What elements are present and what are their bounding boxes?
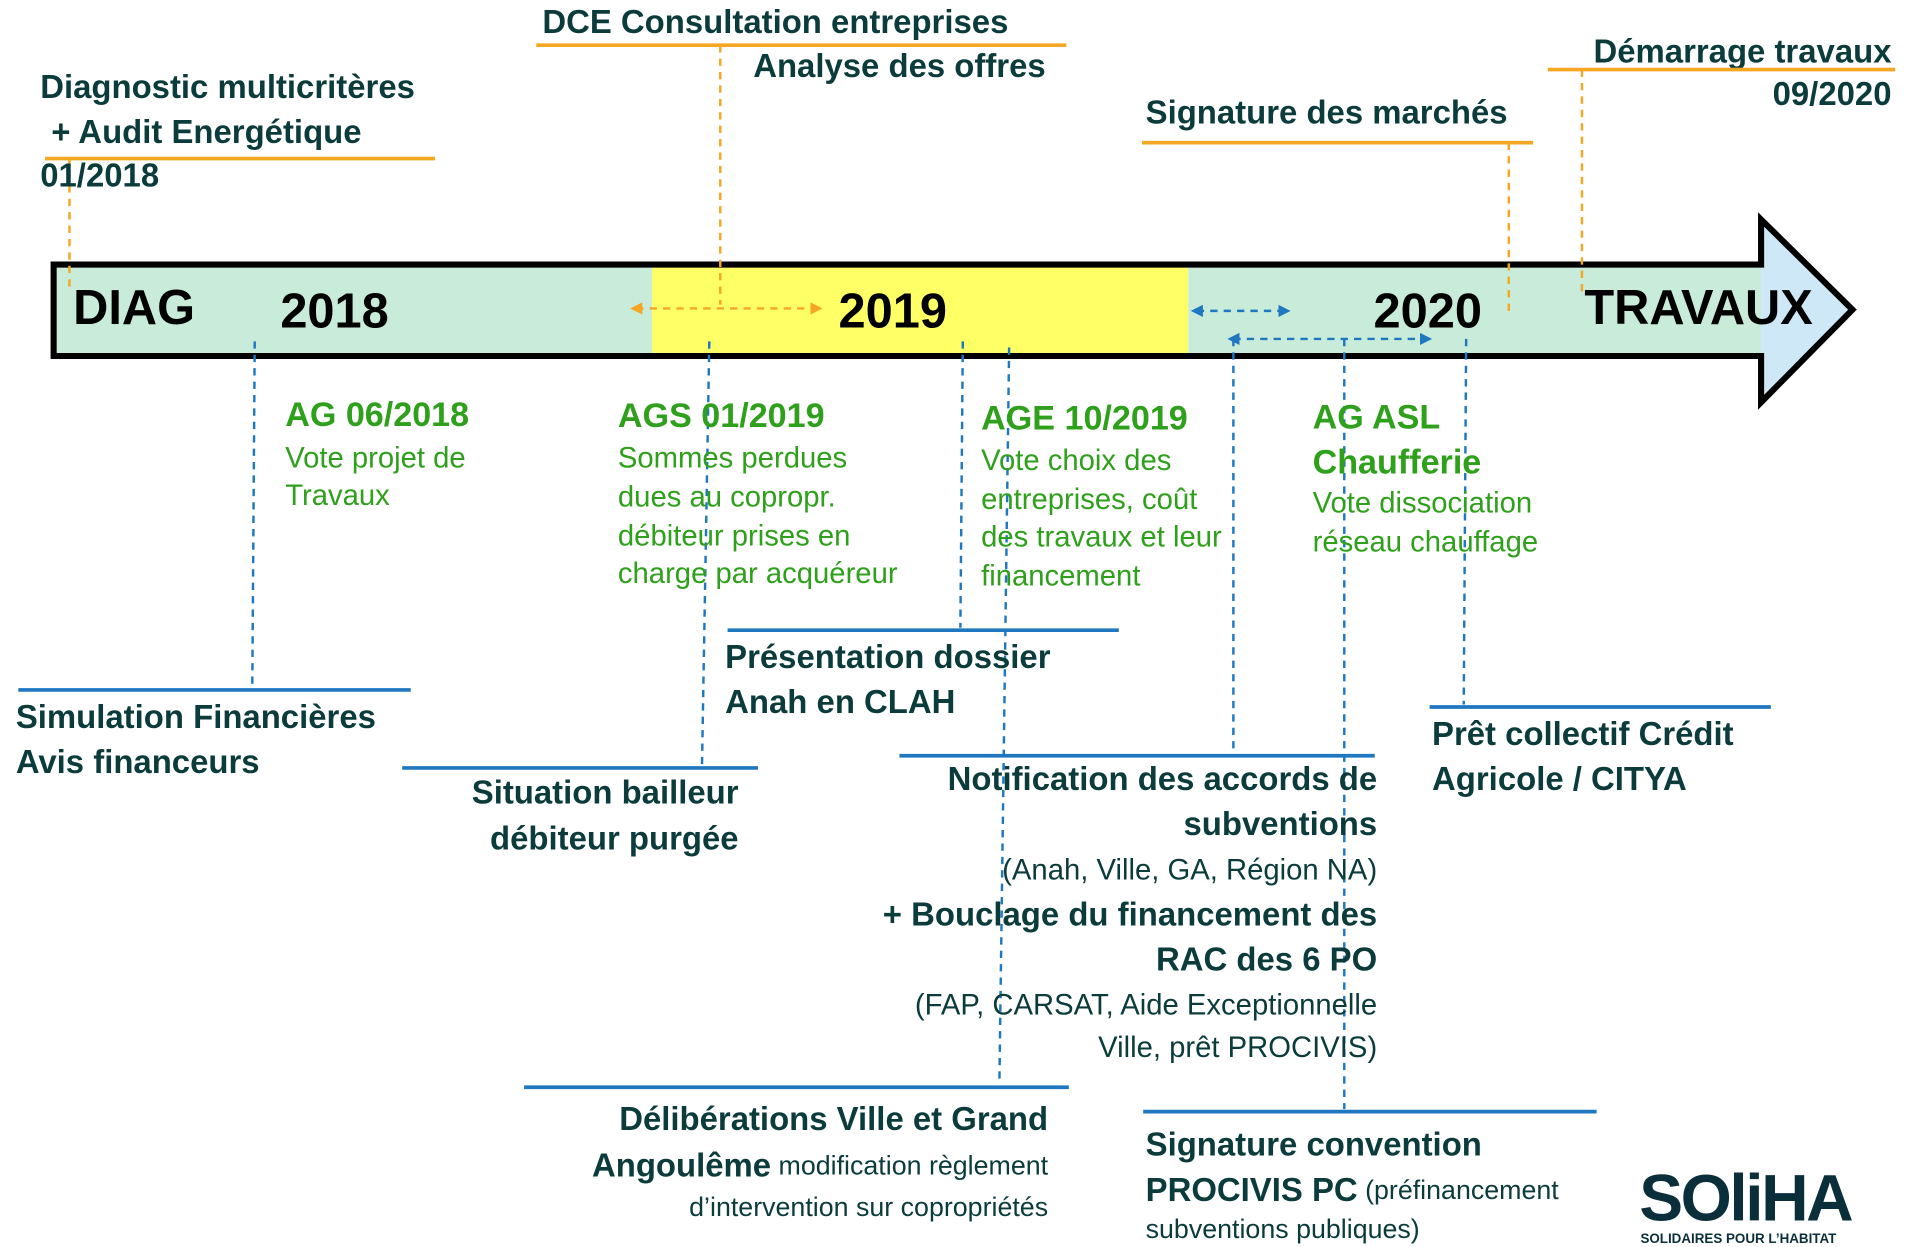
- assembly-text: des travaux et leur: [981, 522, 1222, 554]
- assembly-title: Chaufferie: [1313, 443, 1482, 481]
- phase-label: DIAG: [73, 281, 195, 335]
- step-text: Anah en CLAH: [725, 683, 955, 720]
- milestone-date: 09/2020: [1773, 75, 1892, 112]
- step-detail: subventions publiques): [1146, 1214, 1420, 1244]
- step-detail: (Anah, Ville, GA, Région NA): [1002, 854, 1377, 886]
- logo-tagline: SOLIDAIRES POUR L’HABITAT: [1640, 1231, 1837, 1246]
- connector: [998, 347, 1011, 1085]
- step-text: Délibérations Ville et Grand: [619, 1100, 1048, 1137]
- arrow-head-bg: [1761, 219, 1853, 403]
- step-detail: modification règlement: [771, 1151, 1049, 1181]
- step-detail: d’intervention sur copropriétés: [689, 1192, 1048, 1222]
- step-text: Présentation dossier: [725, 638, 1051, 675]
- assembly-text: charge par acquéreur: [618, 558, 898, 590]
- step-text: + Bouclage du financement des: [883, 895, 1377, 932]
- assembly-text: Vote choix des: [981, 445, 1171, 477]
- phase-label: 2020: [1374, 284, 1482, 338]
- connector: [251, 341, 256, 689]
- step-text: RAC des 6 PO: [1156, 940, 1377, 977]
- milestone-text: Analyse des offres: [753, 47, 1045, 84]
- step-text: Simulation Financières: [16, 698, 376, 735]
- step-text: Agricole / CITYA: [1432, 760, 1687, 797]
- connector: [1462, 338, 1468, 705]
- logo: SOliHA: [1639, 1160, 1852, 1234]
- connectors: [68, 45, 1584, 1110]
- step-text: Avis financeurs: [16, 743, 260, 780]
- phase-label: 2018: [280, 284, 388, 338]
- assembly-text: dues au copropr.: [618, 481, 836, 513]
- phase-label: TRAVAUX: [1584, 281, 1813, 335]
- assembly-text: entreprises, coût: [981, 484, 1197, 516]
- step-text: Notification des accords de: [948, 760, 1378, 797]
- step-text: Situation bailleur: [472, 773, 739, 810]
- assembly-text: débiteur prises en: [618, 520, 851, 552]
- step-text: subventions: [1183, 805, 1377, 842]
- assembly-text: Vote dissociation: [1313, 487, 1533, 519]
- assembly-title: AG 06/2018: [285, 396, 469, 434]
- phase-bg: [53, 264, 653, 356]
- assembly-text: Travaux: [285, 480, 390, 512]
- milestone-date: 01/2018: [40, 157, 159, 194]
- step-bold: Angoulême: [592, 1146, 771, 1183]
- assembly-title: AG ASL: [1313, 398, 1441, 436]
- connector: [700, 341, 711, 766]
- milestone-text: Signature des marchés: [1146, 93, 1508, 130]
- assembly-title: AGE 10/2019: [981, 400, 1188, 438]
- step-text: PROCIVIS PC (préfinancement: [1146, 1171, 1560, 1208]
- assembly-text: Vote projet de: [285, 442, 466, 474]
- step-text: Prêt collectif Crédit: [1432, 715, 1734, 752]
- assembly-text: réseau chauffage: [1313, 526, 1539, 558]
- arrow-outline: [50, 212, 1857, 410]
- step-text: débiteur purgée: [490, 820, 739, 857]
- assembly-text: Sommes perdues: [618, 442, 847, 474]
- step-detail: (FAP, CARSAT, Aide Exceptionnelle: [915, 990, 1377, 1022]
- step-text: Signature convention: [1146, 1126, 1482, 1163]
- assembly-title: AGS 01/2019: [618, 397, 825, 435]
- step-text: Angoulême modification règlement: [592, 1146, 1049, 1183]
- assembly-text: financement: [981, 561, 1140, 593]
- step-bold: PROCIVIS PC: [1146, 1171, 1358, 1208]
- timeline-arrow: [50, 212, 1857, 410]
- step-detail: Ville, prêt PROCIVIS): [1098, 1032, 1377, 1064]
- phase-label: 2019: [839, 284, 947, 338]
- milestone-text: + Audit Energétique: [51, 113, 361, 150]
- step-detail: (préfinancement: [1358, 1175, 1560, 1205]
- milestone-text: Démarrage travaux: [1593, 32, 1892, 69]
- connector: [959, 341, 965, 628]
- milestone-text: DCE Consultation entreprises: [542, 3, 1008, 40]
- milestone-text: Diagnostic multicritères: [40, 68, 415, 105]
